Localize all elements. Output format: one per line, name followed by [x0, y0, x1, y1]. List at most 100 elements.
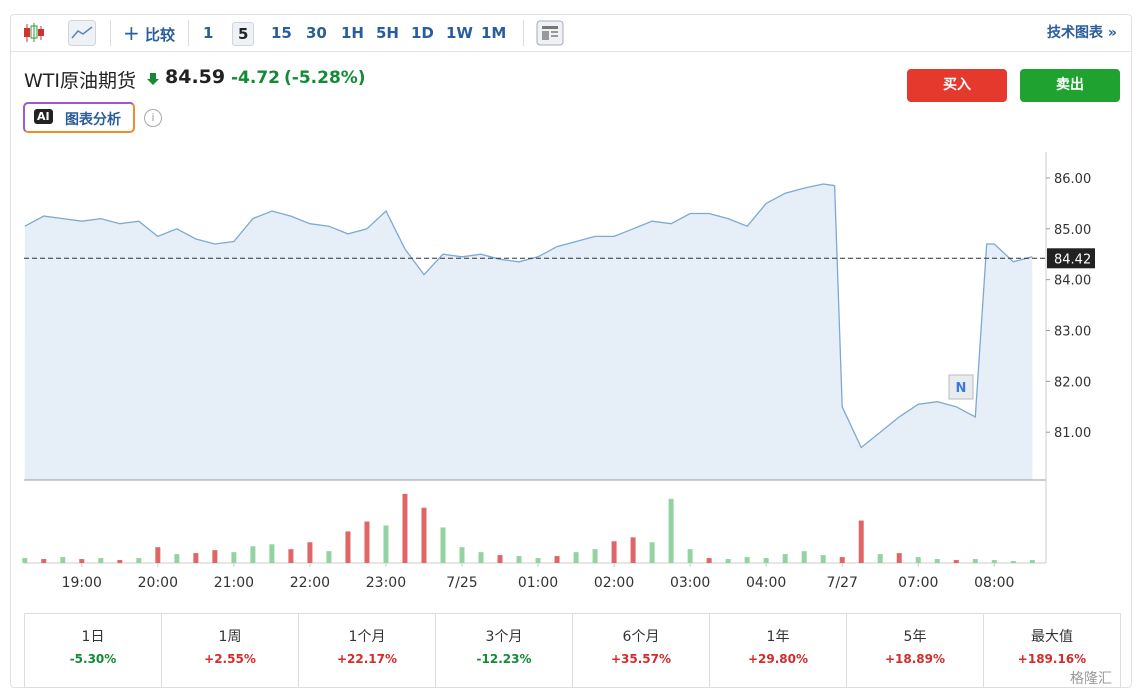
volume-bar [269, 544, 275, 563]
interval-button[interactable]: 1D [411, 24, 434, 42]
volume-bar [345, 531, 351, 563]
volume-bar [744, 557, 750, 563]
x-tick-label: 7/25 [446, 575, 477, 591]
volume-bar [934, 559, 940, 563]
volume-bar [1029, 560, 1035, 563]
last-price-label: 84.42 [1054, 252, 1091, 267]
y-tick-label: 86.00 [1054, 172, 1091, 187]
volume-bar [953, 560, 959, 563]
x-tick-label: 22:00 [290, 575, 330, 591]
volume-bar [174, 554, 180, 563]
candle-icon[interactable] [22, 22, 46, 44]
period-label: 1年 [766, 629, 790, 645]
period-label: 1日 [81, 629, 105, 645]
chart: 英为财情Investing.com81.0082.0083.0084.0085.… [22, 152, 1095, 591]
volume-bar [915, 557, 921, 563]
sell-button[interactable]: 卖出 [1020, 69, 1120, 102]
volume-bar [307, 542, 313, 563]
interval-button[interactable]: 1H [341, 24, 364, 42]
interval-button[interactable]: 1 [203, 24, 214, 42]
volume-bar [478, 552, 484, 563]
ai-analysis-button[interactable]: AI 图表分析 [23, 102, 135, 133]
period-change: +189.16% [1017, 652, 1087, 666]
instrument-name: WTI原油期货 [24, 70, 136, 92]
period-label: 1周 [218, 629, 242, 645]
volume-bar [877, 554, 883, 563]
price-line [24, 183, 1033, 449]
last-price-box [1047, 248, 1095, 269]
layout-icon[interactable] [536, 20, 564, 46]
x-tick-label: 07:00 [898, 575, 938, 591]
period-label: 1个月 [348, 629, 386, 645]
x-tick-label: 04:00 [746, 575, 786, 591]
compare-button[interactable]: + 比较 [123, 21, 176, 45]
x-tick-label: 19:00 [62, 575, 102, 591]
volume-bar [820, 555, 826, 563]
performance-cell[interactable]: 5年 +18.89% [846, 613, 984, 688]
volume-bar [725, 559, 731, 563]
period-label: 5年 [903, 629, 927, 645]
separator [523, 20, 524, 46]
volume-bar [459, 547, 465, 563]
info-icon[interactable]: i [144, 109, 162, 127]
performance-cell[interactable]: 1日 -5.30% [24, 613, 162, 688]
area-icon[interactable] [68, 20, 96, 46]
buy-button[interactable]: 买入 [907, 69, 1007, 102]
volume-bar [364, 521, 370, 563]
interval-button[interactable]: 5 [232, 22, 255, 46]
volume-bar [193, 553, 199, 563]
period-change: -12.23% [476, 652, 532, 666]
compare-label: 比较 [145, 26, 176, 44]
x-tick-label: 01:00 [518, 575, 558, 591]
corner-watermark: 格隆汇 [1070, 671, 1112, 687]
interval-button[interactable]: 5H [376, 24, 399, 42]
x-tick-label: 21:00 [214, 575, 254, 591]
interval-button[interactable]: 30 [306, 24, 327, 42]
performance-cell[interactable]: 6个月 +35.57% [572, 613, 710, 688]
y-tick-label: 85.00 [1054, 223, 1091, 238]
volume-bar [858, 520, 864, 563]
separator [188, 20, 189, 46]
volume-bar [136, 558, 142, 563]
volume-bar [611, 541, 617, 563]
volume-bar [706, 558, 712, 563]
ai-label: 图表分析 [65, 112, 121, 128]
volume-bar [573, 552, 579, 563]
volume-bar [972, 559, 978, 563]
volume-bar [326, 551, 332, 563]
volume-bar [1010, 561, 1016, 563]
volume-bar [60, 557, 66, 563]
period-change: +29.80% [747, 652, 809, 666]
volume-bar [212, 550, 218, 563]
y-tick-label: 83.00 [1054, 324, 1091, 339]
price-change: -4.72 [231, 68, 280, 88]
toolbar: + 比较 1 5 15 30 1H 5H 1D 1W 1M 技术图表 » [10, 14, 1132, 52]
y-tick-label: 81.00 [1054, 426, 1091, 441]
volume-bar [117, 560, 123, 563]
interval-button[interactable]: 15 [271, 24, 292, 42]
interval-button[interactable]: 1M [481, 24, 507, 42]
volume-bar [592, 549, 598, 563]
performance-cell[interactable]: 1个月 +22.17% [298, 613, 436, 688]
performance-cell[interactable]: 1年 +29.80% [709, 613, 847, 688]
separator [110, 20, 111, 46]
interval-button[interactable]: 1W [446, 24, 473, 42]
volume-bar [516, 556, 522, 563]
performance-cell[interactable]: 最大值 +189.16% [983, 613, 1121, 688]
performance-cell[interactable]: 1周 +2.55% [161, 613, 299, 688]
price-change-pct: (-5.28%) [284, 68, 366, 88]
x-tick-label: 03:00 [670, 575, 710, 591]
volume-bar [649, 542, 655, 563]
tech-chart-link[interactable]: 技术图表 » [1047, 25, 1117, 41]
volume-bar [782, 554, 788, 563]
period-label: 3个月 [485, 629, 523, 645]
performance-cell[interactable]: 3个月 -12.23% [435, 613, 573, 688]
x-tick-label: 23:00 [366, 575, 406, 591]
news-marker[interactable] [948, 374, 974, 400]
volume-bar [288, 549, 294, 563]
volume-bar [839, 557, 845, 563]
volume-bar [896, 553, 902, 563]
x-tick-label: 7/27 [826, 575, 857, 591]
volume-bar [231, 552, 237, 563]
